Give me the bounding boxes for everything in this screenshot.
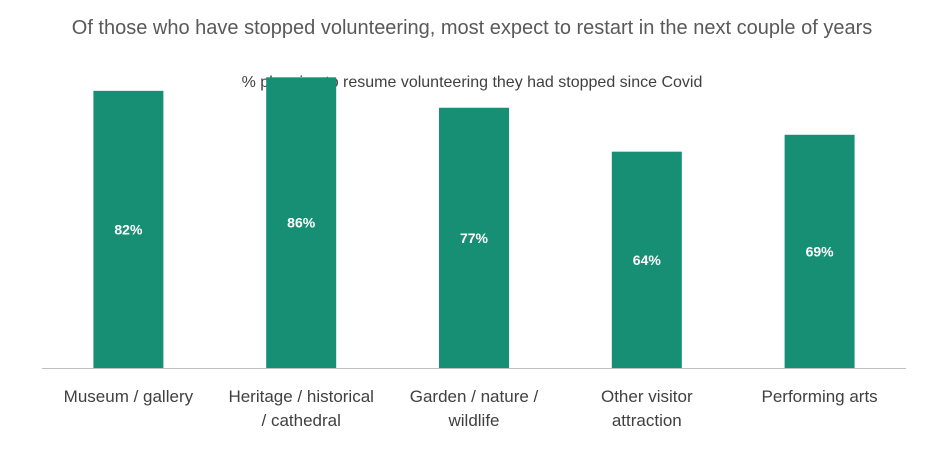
- category-label: Heritage / historical: [228, 387, 374, 406]
- data-label: 77%: [460, 230, 489, 246]
- category-labels-group: Museum / gallery Heritage / historical / c…: [64, 387, 878, 430]
- data-label: 64%: [633, 252, 662, 268]
- chart-title: Of those who have stopped volunteering, …: [0, 14, 944, 42]
- category-label: attraction: [612, 411, 682, 430]
- chart-title-text: Of those who have stopped volunteering, …: [71, 17, 873, 39]
- category-label: / cathedral: [262, 411, 341, 430]
- category-label: wildlife: [447, 411, 499, 430]
- category-label: Garden / nature /: [410, 387, 539, 406]
- chart-subtitle: % planning to resume volunteering they h…: [241, 74, 703, 91]
- bar: [266, 77, 337, 368]
- data-label: 86%: [287, 215, 316, 231]
- category-label: Performing arts: [761, 387, 877, 406]
- category-label: Other visitor: [601, 387, 693, 406]
- category-label: Museum / gallery: [64, 387, 194, 406]
- bar: [611, 151, 682, 368]
- bar: [93, 90, 164, 368]
- bar: [784, 134, 855, 368]
- data-labels-group: 82% 86% 77% 64% 69%: [114, 215, 834, 268]
- bar: [439, 107, 509, 369]
- data-label: 69%: [806, 243, 835, 259]
- bars-group: [93, 77, 855, 369]
- data-label: 82%: [114, 221, 143, 237]
